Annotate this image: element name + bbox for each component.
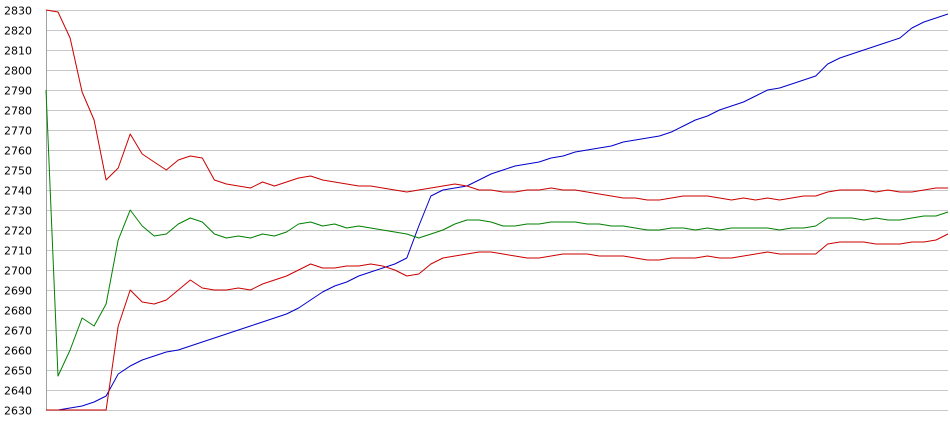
y-tick-label: 2630 — [4, 405, 32, 418]
y-tick-label: 2780 — [4, 105, 32, 118]
y-tick-label: 2700 — [4, 265, 32, 278]
y-tick-label: 2670 — [4, 325, 32, 338]
y-tick-label: 2750 — [4, 165, 32, 178]
series-line-4 — [46, 233, 949, 411]
y-tick-label: 2740 — [4, 185, 32, 198]
gridlines — [46, 10, 948, 411]
y-tick-label: 2690 — [4, 285, 32, 298]
y-tick-label: 2720 — [4, 225, 32, 238]
y-tick-label: 2790 — [4, 85, 32, 98]
y-tick-label: 2810 — [4, 45, 32, 58]
y-tick-label: 2820 — [4, 25, 32, 38]
series-line-1 — [46, 13, 949, 411]
y-tick-label: 2640 — [4, 385, 32, 398]
y-axis-tick-labels: 2830 2820 2810 2800 2790 2780 2770 2760 2750 2740… — [4, 5, 32, 418]
series-line-3 — [45, 89, 949, 377]
y-tick-label: 2680 — [4, 305, 32, 318]
y-tick-label: 2770 — [4, 125, 32, 138]
y-tick-label: 2800 — [4, 65, 32, 78]
y-tick-label: 2660 — [4, 345, 32, 358]
y-tick-label: 2760 — [4, 145, 32, 158]
series-lines — [45, 9, 949, 411]
y-tick-label: 2650 — [4, 365, 32, 378]
y-tick-label: 2830 — [4, 5, 32, 18]
series-line-2 — [45, 9, 948, 201]
y-tick-label: 2710 — [4, 245, 32, 258]
y-tick-label: 2730 — [4, 205, 32, 218]
